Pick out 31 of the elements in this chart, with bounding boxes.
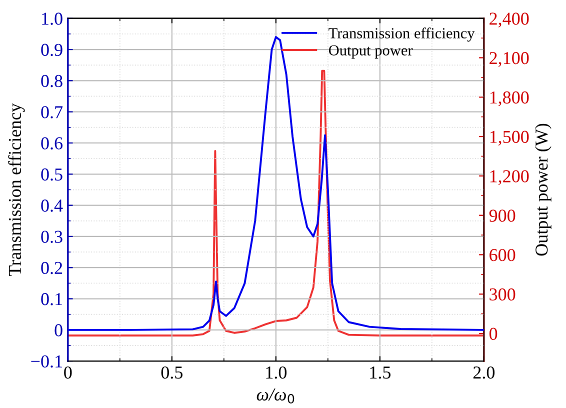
- y2-tick-label: 0: [489, 328, 498, 340]
- x-axis-title: ω/ω$_{0}$: [256, 388, 294, 404]
- y-tick-label: 0: [54, 324, 62, 336]
- legend-label: Transmission efficiency: [328, 28, 475, 42]
- y2-tick-label: 600: [490, 248, 516, 262]
- y2-axis-title: Output power (W): [534, 124, 552, 256]
- legend-label: Output power: [328, 45, 413, 59]
- y-tick-label: 0.5: [41, 168, 62, 181]
- x-tick-label: 0.5: [161, 366, 182, 379]
- x-tick-label: 1.5: [370, 366, 391, 379]
- y-tick-label: 0.8: [41, 74, 62, 88]
- y-tick-label: −0.1: [31, 355, 62, 368]
- y-tick-label: 0.3: [41, 230, 62, 243]
- y-tick-label: 0.7: [41, 106, 63, 118]
- y-tick-label: 0.4: [41, 200, 63, 212]
- y2-tick-label: 300: [490, 288, 516, 301]
- x-tick-label: 1.0: [266, 366, 287, 379]
- y-axis-title: Transmission efficiency: [8, 103, 25, 276]
- y2-tick-label: 1,500: [490, 130, 529, 146]
- y-tick-label: 0.2: [41, 262, 62, 274]
- x-tick-label: 0: [64, 366, 72, 379]
- y-tick-label: 0.6: [41, 137, 63, 150]
- y2-tick-label: 900: [489, 210, 516, 222]
- y2-tick-label: 2,100: [490, 52, 529, 67]
- y2-tick-label: 2,400: [490, 12, 529, 28]
- y-tick-label: 0.9: [41, 44, 62, 56]
- y-tick-label: 1.0: [42, 12, 62, 25]
- x-tick-label: 2.0: [473, 366, 495, 379]
- y2-tick-label: 1,800: [490, 91, 529, 106]
- y2-tick-label: 1,200: [490, 170, 529, 185]
- y-tick-label: 0.1: [41, 293, 62, 306]
